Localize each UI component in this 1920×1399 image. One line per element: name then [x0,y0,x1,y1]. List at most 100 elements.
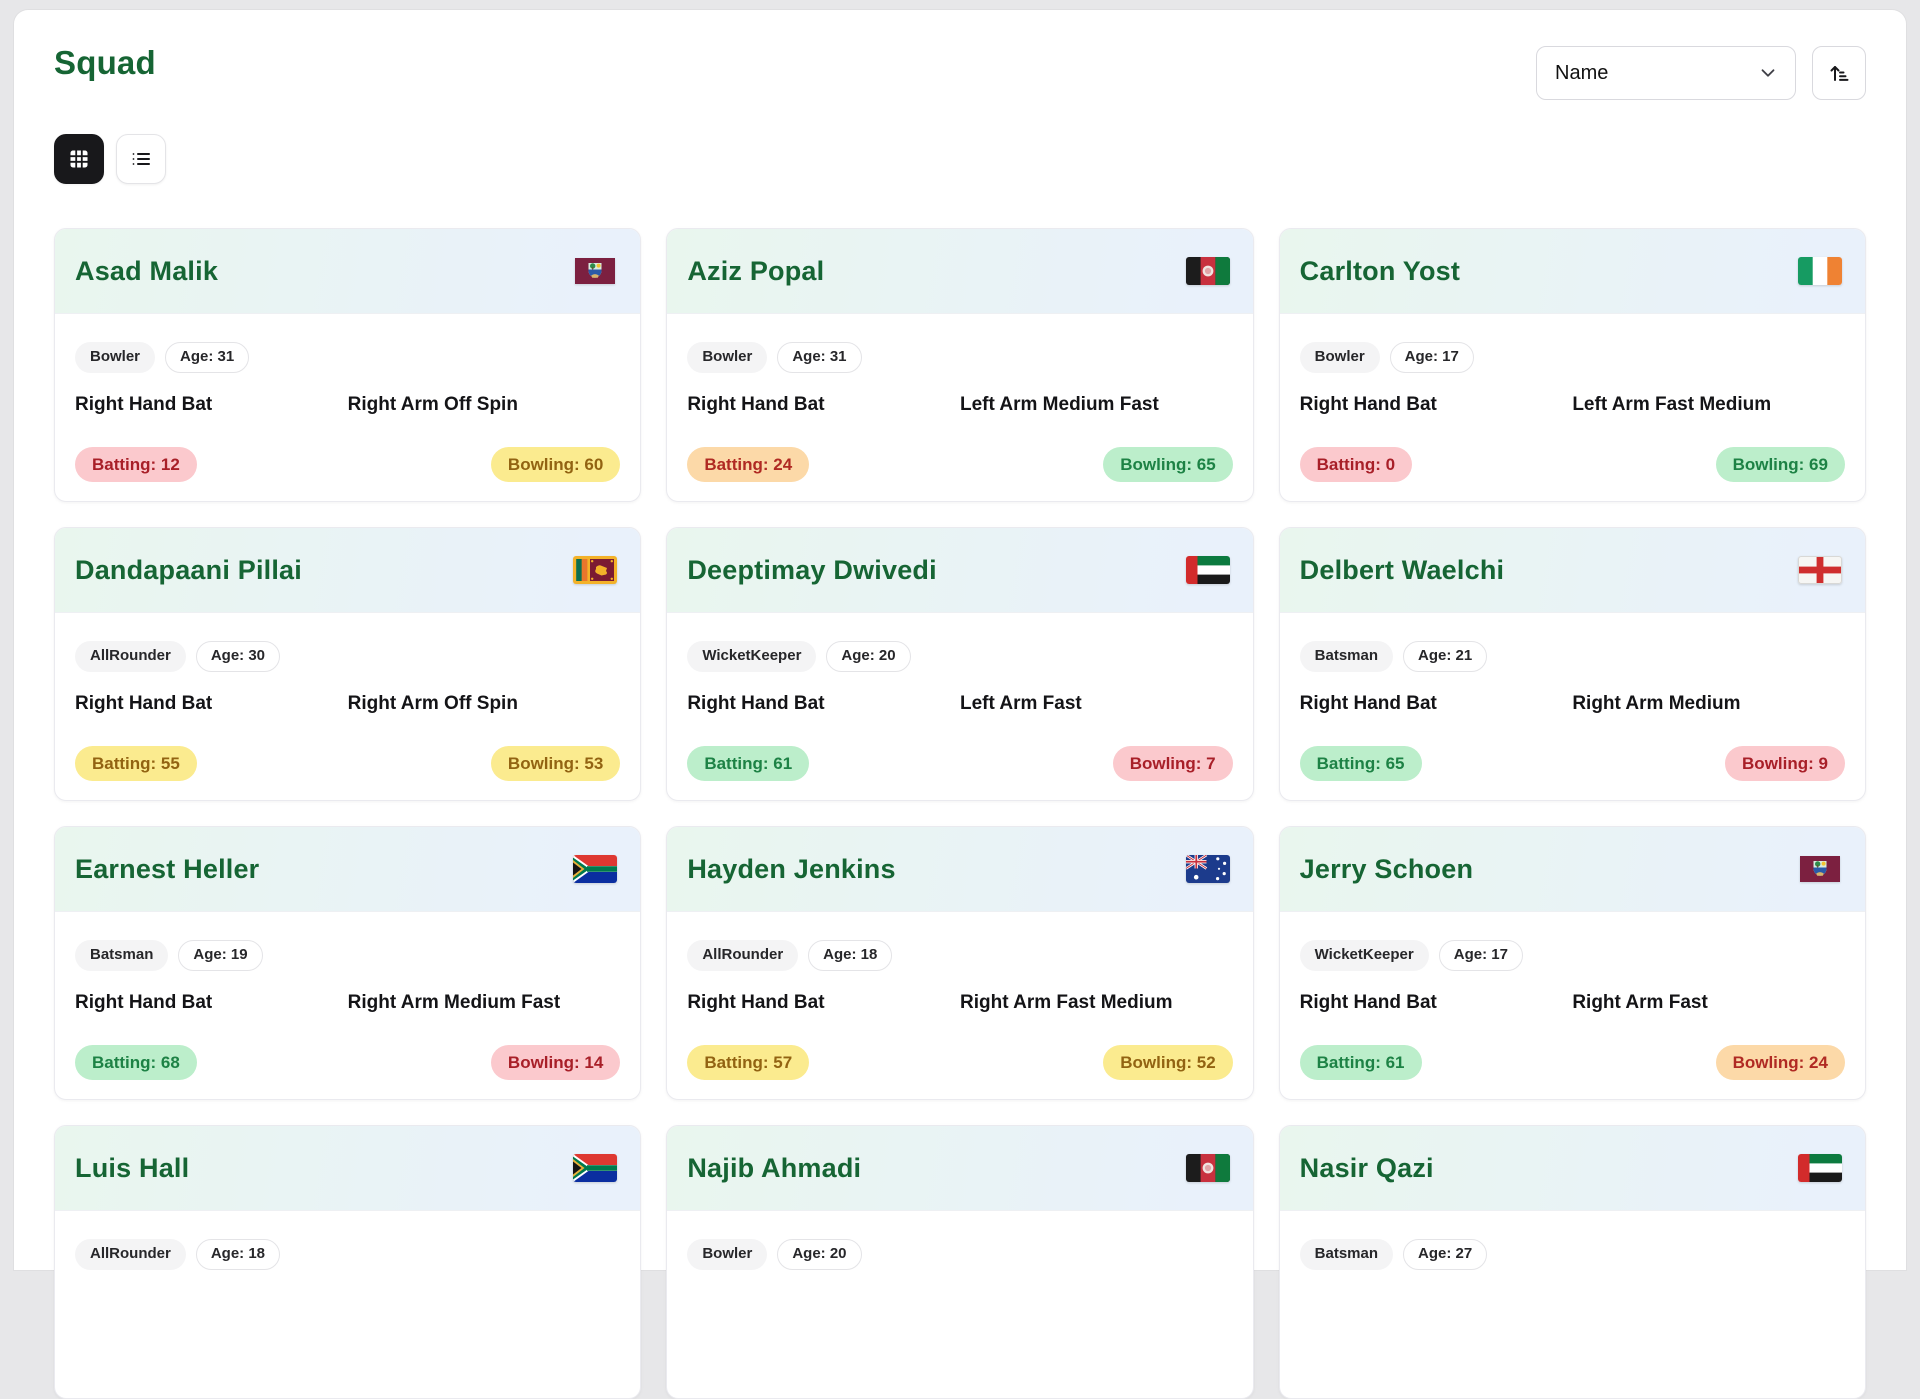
role-badge: Batsman [1299,641,1394,672]
batting-style: Right Hand Bat [687,991,825,1013]
role-badge: Bowler [1299,342,1380,373]
sort-controls: Name [1536,46,1866,100]
batting-style: Right Hand Bat [1299,393,1437,415]
bowling-style: Left Arm Fast Medium [1572,393,1772,415]
player-card-body: Bowler Age: 20 [667,1211,1252,1398]
age-badge: Age: 20 [826,641,911,672]
bowling-style: Left Arm Medium Fast [959,393,1159,415]
player-card-body: AllRounder Age: 18 Right Hand Bat Right … [667,912,1252,1099]
bowling-rating-badge: Bowling: 24 [1715,1044,1845,1081]
player-card-header: Deeptimay Dwivedi [667,528,1253,613]
sort-ascending-icon [1830,66,1849,81]
player-card-body: Bowler Age: 31 Right Hand Bat Left Arm M… [667,314,1252,501]
sort-direction-button[interactable] [1812,46,1866,100]
player-card[interactable]: Dandapaani Pillai AllRounder Age: 30 Rig… [54,527,642,801]
flag-south-africa-icon [572,853,618,885]
flag-sri-lanka-icon [572,554,618,586]
age-badge: Age: 18 [195,1239,281,1270]
flag-uae-icon [1797,1152,1843,1184]
flag-ireland-icon [1797,255,1843,287]
age-badge: Age: 30 [195,641,281,672]
batting-rating-badge: Batting: 65 [1299,745,1422,782]
age-badge: Age: 17 [1438,940,1523,971]
sort-by-select[interactable]: Name [1536,46,1796,100]
sort-by-value: Name [1555,61,1609,84]
bowling-rating-badge: Bowling: 9 [1725,745,1845,782]
bowling-style: Right Arm Fast [1572,991,1708,1013]
player-card[interactable]: Carlton Yost Bowler Age: 17 Right Hand B… [1278,228,1866,502]
age-badge: Age: 21 [1403,641,1488,672]
list-icon [132,153,150,165]
batting-style: Right Hand Bat [75,692,213,714]
flag-afghanistan-icon [1185,255,1231,287]
bowling-style: Right Arm Medium [1572,692,1741,714]
role-badge: Bowler [687,342,768,373]
batting-rating-badge: Batting: 24 [687,446,810,483]
bowling-rating-badge: Bowling: 65 [1103,446,1233,483]
player-card[interactable]: Najib Ahmadi Bowler Age: 20 [666,1125,1254,1399]
batting-style: Right Hand Bat [1299,991,1437,1013]
bowling-rating-badge [1199,1358,1233,1374]
player-card-body: Batsman Age: 21 Right Hand Bat Right Arm… [1280,613,1865,800]
player-card-header: Earnest Heller [55,827,641,912]
view-toggle [54,134,1866,184]
role-badge: AllRounder [75,641,186,672]
age-badge: Age: 31 [165,342,250,373]
player-card[interactable]: Nasir Qazi Batsman Age: 27 [1278,1125,1866,1399]
player-card[interactable]: Luis Hall AllRounder Age: 18 [54,1125,642,1399]
batting-style: Right Hand Bat [75,991,213,1013]
bowling-rating-badge: Bowling: 60 [490,446,621,483]
player-card[interactable]: Aziz Popal Bowler Age: 31 Right Hand Bat… [666,228,1254,502]
bowling-rating-badge: Bowling: 53 [490,745,621,782]
role-badge: AllRounder [75,1239,186,1270]
batting-rating-badge: Batting: 68 [75,1044,197,1081]
batting-rating-badge: Batting: 61 [1299,1044,1422,1081]
batting-rating-badge: Batting: 57 [687,1044,810,1081]
batting-style: Right Hand Bat [687,393,825,415]
batting-style: Right Hand Bat [1299,692,1437,714]
player-name: Nasir Qazi [1299,1152,1434,1183]
batting-rating-badge: Batting: 61 [687,745,810,782]
player-name: Deeptimay Dwivedi [687,554,937,585]
player-name: Aziz Popal [687,255,825,286]
player-card-body: WicketKeeper Age: 20 Right Hand Bat Left… [667,613,1252,800]
batting-rating-badge [687,1358,721,1374]
player-card-body: AllRounder Age: 18 [55,1211,640,1398]
player-card[interactable]: Delbert Waelchi Batsman Age: 21 Right Ha… [1278,527,1866,801]
player-grid: Asad Malik Bowler Age: 31 Right Hand Bat… [54,228,1866,1399]
chevron-down-icon [1761,69,1775,77]
batting-style: Right Hand Bat [75,393,213,415]
player-card-body: Batsman Age: 19 Right Hand Bat Right Arm… [55,912,640,1099]
player-card-header: Nasir Qazi [1279,1126,1865,1211]
bowling-rating-badge: Bowling: 52 [1103,1044,1233,1081]
role-badge: WicketKeeper [1299,940,1429,971]
squad-page: Squad Name [14,10,1906,1399]
age-badge: Age: 31 [777,342,862,373]
batting-rating-badge [75,1358,109,1374]
batting-rating-badge: Batting: 0 [1299,446,1413,483]
flag-australia-icon [1185,853,1231,885]
role-badge: AllRounder [687,940,799,971]
bowling-style: Left Arm Fast [959,692,1082,714]
bowling-style: Right Arm Medium Fast [347,991,561,1013]
player-name: Najib Ahmadi [687,1152,862,1183]
player-card[interactable]: Jerry Schoen WicketKeeper Age: 17 Right … [1278,826,1866,1100]
player-card-header: Delbert Waelchi [1279,528,1865,613]
grid-view-button[interactable] [54,134,104,184]
flag-afghanistan-icon [1185,1152,1231,1184]
list-view-button[interactable] [116,134,166,184]
player-card[interactable]: Earnest Heller Batsman Age: 19 Right Han… [54,826,642,1100]
grid-icon [70,150,88,168]
page-title: Squad [54,44,156,81]
player-card[interactable]: Asad Malik Bowler Age: 31 Right Hand Bat… [54,228,642,502]
bowling-rating-badge: Bowling: 14 [490,1044,621,1081]
player-name: Carlton Yost [1299,255,1461,286]
flag-west-indies-icon [572,255,618,287]
batting-rating-badge [1300,1358,1334,1374]
bowling-rating-badge: Bowling: 7 [1112,745,1233,782]
player-card[interactable]: Hayden Jenkins AllRounder Age: 18 Right … [666,826,1254,1100]
bowling-rating-badge [586,1358,620,1374]
player-card-header: Carlton Yost [1279,229,1865,314]
player-name: Luis Hall [75,1152,190,1183]
player-card[interactable]: Deeptimay Dwivedi WicketKeeper Age: 20 R… [666,527,1254,801]
